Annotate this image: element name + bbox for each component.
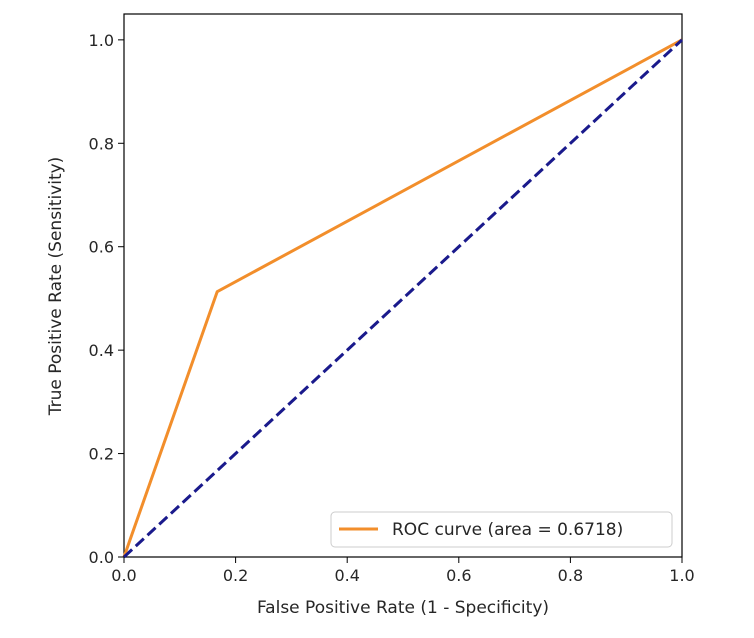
plot-frame <box>123 13 683 558</box>
legend-box <box>330 511 673 548</box>
x-tick-label: 0.2 <box>223 566 248 585</box>
x-tick-label: 1.0 <box>669 566 694 585</box>
series-layer <box>122 38 684 559</box>
y-tick-label: 0.4 <box>89 341 114 360</box>
y-axis-ticks: 0.0 0.2 0.4 0.6 0.8 1.0 <box>89 31 124 567</box>
legend-label-roc-curve: ROC curve (area = 0.6718) <box>392 520 623 540</box>
diagonal-reference-line <box>122 38 684 559</box>
x-tick-label: 0.8 <box>558 566 583 585</box>
x-tick-label: 0.4 <box>334 566 359 585</box>
y-tick-label: 0.6 <box>89 238 114 257</box>
y-tick-label: 0.0 <box>89 548 114 567</box>
x-axis-label: False Positive Rate (1 - Specificity) <box>257 598 549 618</box>
y-axis-label: True Positive Rate (Sensitivity) <box>46 157 66 417</box>
x-tick-label: 0.6 <box>446 566 471 585</box>
roc-curve-line <box>122 38 683 558</box>
legend: ROC curve (area = 0.6718) <box>330 511 673 548</box>
x-axis-ticks: 0.0 0.2 0.4 0.6 0.8 1.0 <box>111 557 695 585</box>
y-tick-label: 0.2 <box>89 445 114 464</box>
x-tick-label: 0.0 <box>111 566 136 585</box>
y-tick-label: 0.8 <box>89 134 114 153</box>
y-tick-label: 1.0 <box>89 31 114 50</box>
